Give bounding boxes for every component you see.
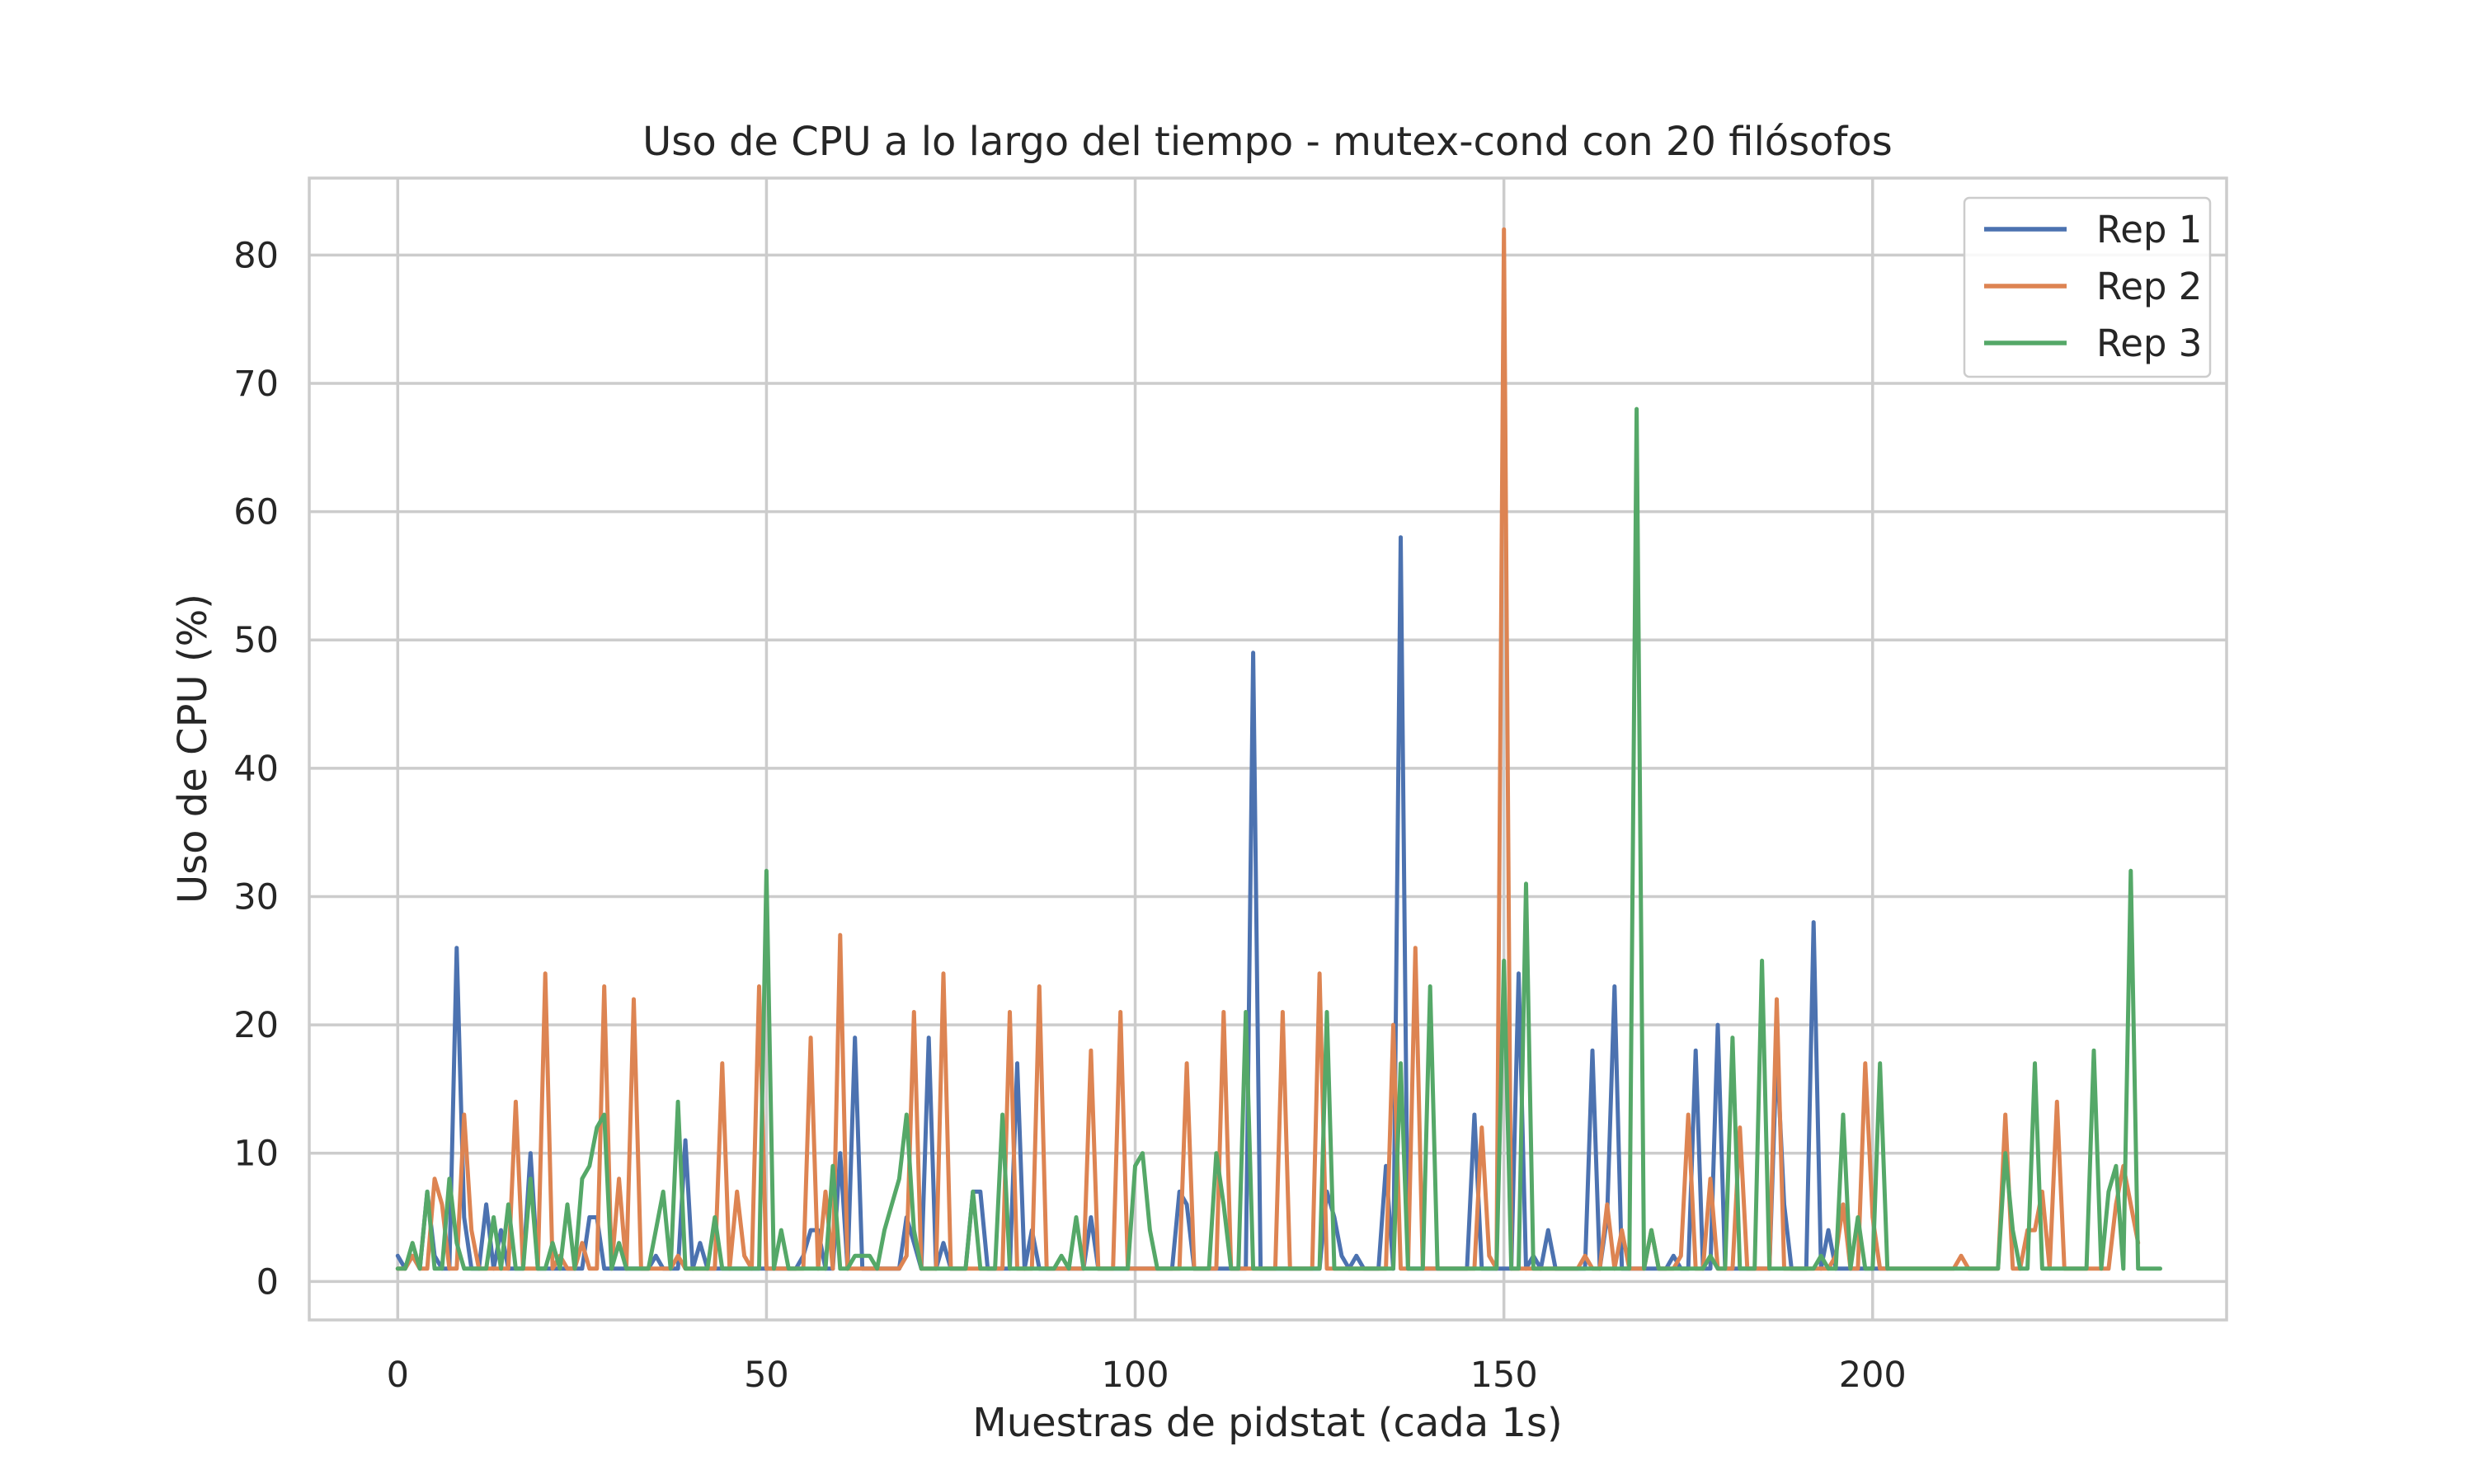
legend-box	[1963, 196, 2212, 378]
series-line-rep-3	[395, 406, 2162, 1271]
y-tick-labels: 0 10 20 30 40 50 60 70 80	[233, 235, 279, 1303]
legend: Rep 1 Rep 2 Rep 3	[1963, 196, 2212, 378]
y-tick-label: 70	[233, 364, 279, 405]
y-tick-label: 0	[256, 1261, 279, 1303]
y-tick-label: 50	[233, 620, 279, 661]
y-tick-label: 40	[233, 749, 279, 790]
x-tick-label: 50	[744, 1355, 789, 1396]
chart-title: Uso de CPU a lo largo del tiempo - mutex…	[642, 119, 1893, 165]
plot-frame	[308, 176, 2228, 1322]
y-tick-label: 10	[233, 1134, 279, 1175]
plot-area	[309, 178, 2227, 1320]
legend-label-rep-3: Rep 3	[2096, 322, 2202, 365]
y-axis-label: Uso de CPU (%)	[170, 594, 216, 904]
x-tick-label: 200	[1839, 1355, 1907, 1396]
y-tick-label: 20	[233, 1005, 279, 1046]
grid-lines	[309, 178, 2227, 1320]
legend-label-rep-2: Rep 2	[2096, 265, 2202, 308]
x-tick-labels: 0 50 100 150 200	[387, 1355, 1907, 1396]
x-tick-label: 100	[1101, 1355, 1169, 1396]
legend-label-rep-1: Rep 1	[2096, 208, 2202, 251]
series-layer	[395, 227, 2162, 1271]
x-axis-label: Muestras de pidstat (cada 1s)	[972, 1400, 1562, 1446]
x-tick-label: 0	[387, 1355, 409, 1396]
y-tick-label: 60	[233, 492, 279, 533]
y-tick-label: 80	[233, 235, 279, 276]
x-tick-label: 150	[1470, 1355, 1538, 1396]
y-tick-label: 30	[233, 876, 279, 918]
